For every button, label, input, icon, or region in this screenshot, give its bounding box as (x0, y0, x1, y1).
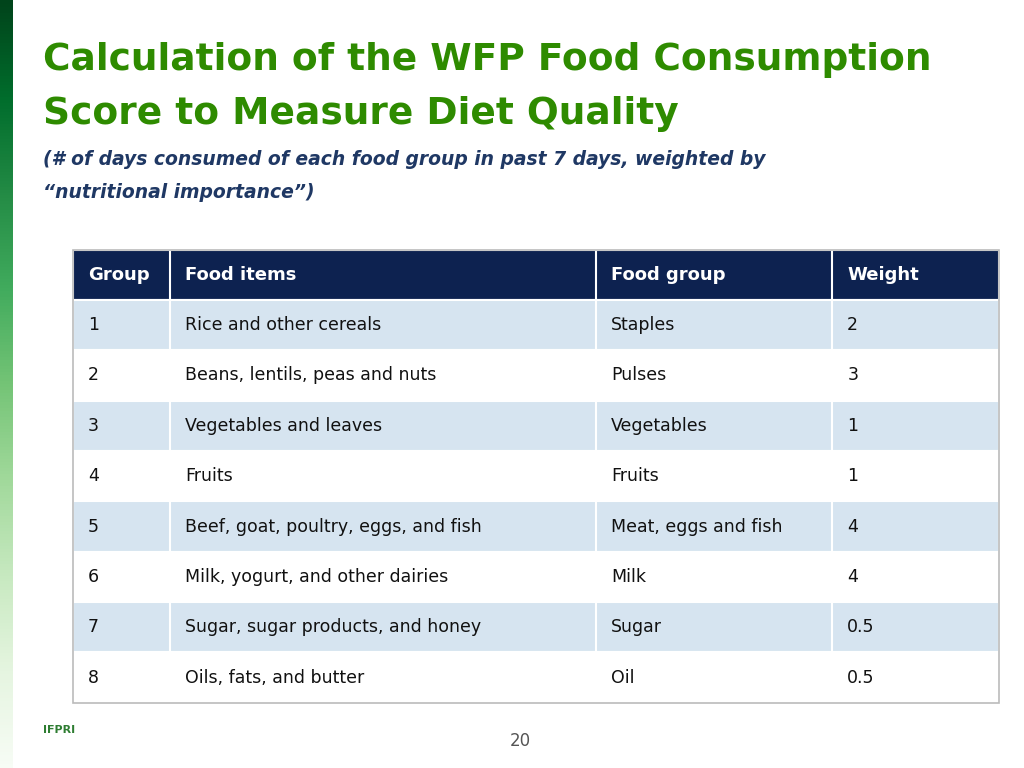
Text: Vegetables: Vegetables (611, 417, 708, 435)
Text: 8: 8 (88, 669, 99, 687)
Bar (73, 350, 998, 401)
Text: 1: 1 (847, 417, 858, 435)
Bar (73, 401, 998, 451)
Text: 4: 4 (847, 518, 858, 535)
Text: Rice and other cereals: Rice and other cereals (185, 316, 381, 334)
Text: Milk: Milk (611, 568, 646, 586)
Text: Vegetables and leaves: Vegetables and leaves (185, 417, 382, 435)
Text: Group: Group (88, 266, 150, 283)
Text: (# of days consumed of each food group in past 7 days, weighted by: (# of days consumed of each food group i… (43, 150, 765, 169)
Text: Fruits: Fruits (185, 467, 232, 485)
Bar (73, 250, 998, 300)
Text: IFPRI: IFPRI (43, 724, 75, 735)
Text: “nutritional importance”): “nutritional importance”) (43, 183, 314, 202)
Bar (73, 602, 998, 652)
Text: Oil: Oil (611, 669, 635, 687)
Text: Sugar: Sugar (611, 618, 663, 636)
Text: Pulses: Pulses (611, 366, 667, 385)
Text: 0.5: 0.5 (847, 669, 874, 687)
Text: 5: 5 (88, 518, 99, 535)
Text: 7: 7 (88, 618, 99, 636)
Bar (73, 451, 998, 502)
Bar (73, 652, 998, 703)
Bar (73, 250, 998, 703)
Text: 1: 1 (88, 316, 99, 334)
Text: Meat, eggs and fish: Meat, eggs and fish (611, 518, 782, 535)
Text: Calculation of the WFP Food Consumption: Calculation of the WFP Food Consumption (43, 42, 931, 78)
Text: Sugar, sugar products, and honey: Sugar, sugar products, and honey (185, 618, 481, 636)
Text: 2: 2 (88, 366, 99, 385)
Text: Beef, goat, poultry, eggs, and fish: Beef, goat, poultry, eggs, and fish (185, 518, 482, 535)
Text: Oils, fats, and butter: Oils, fats, and butter (185, 669, 365, 687)
Text: 3: 3 (88, 417, 99, 435)
Text: 1: 1 (847, 467, 858, 485)
Text: 0.5: 0.5 (847, 618, 874, 636)
Text: Weight: Weight (847, 266, 919, 283)
Text: Fruits: Fruits (611, 467, 658, 485)
Bar (73, 551, 998, 602)
Text: Milk, yogurt, and other dairies: Milk, yogurt, and other dairies (185, 568, 449, 586)
Text: Beans, lentils, peas and nuts: Beans, lentils, peas and nuts (185, 366, 436, 385)
Text: 20: 20 (510, 732, 531, 750)
Text: Food group: Food group (611, 266, 726, 283)
Text: 4: 4 (88, 467, 98, 485)
Bar (73, 300, 998, 350)
Text: Score to Measure Diet Quality: Score to Measure Diet Quality (43, 96, 678, 132)
Text: 4: 4 (847, 568, 858, 586)
Bar (73, 502, 998, 551)
Text: Staples: Staples (611, 316, 676, 334)
Text: Food items: Food items (185, 266, 297, 283)
Text: 3: 3 (847, 366, 858, 385)
Text: 2: 2 (847, 316, 858, 334)
Text: 6: 6 (88, 568, 99, 586)
